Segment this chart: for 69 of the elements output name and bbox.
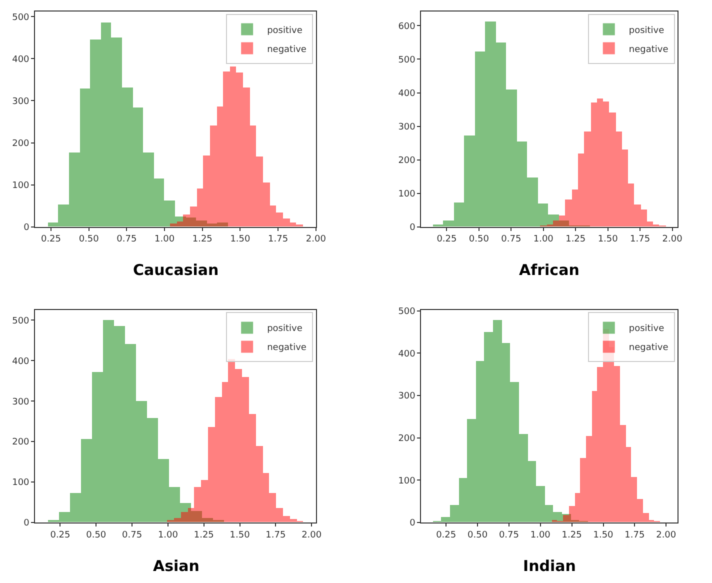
text: Asian: [153, 557, 200, 575]
y-tick-label: 300: [12, 96, 30, 107]
x-tick-label: 1.50: [598, 234, 618, 245]
y-tick-label: 500: [12, 12, 30, 23]
y-tick-label: 0: [410, 518, 416, 529]
y-tick-label: 400: [12, 54, 30, 65]
legend-label: negative: [628, 44, 669, 55]
x-tick-label: 1.75: [630, 234, 650, 245]
legend-label: positive: [267, 26, 303, 36]
x-tick-label: 0.50: [78, 234, 100, 245]
y-tick-label: 300: [398, 392, 416, 402]
x-tick-label: 0.50: [468, 234, 490, 245]
x-tick-label: 0.75: [122, 530, 142, 540]
legend-label: negative: [628, 343, 669, 354]
x-tick-label: 1.25: [562, 530, 582, 540]
y-tick-label: 600: [398, 22, 416, 32]
legend-label: positive: [628, 26, 665, 36]
y-tick-label: 100: [12, 180, 30, 191]
x-tick-label: 1.00: [158, 530, 178, 540]
y-tick-label: 300: [398, 122, 416, 132]
x-tick-label: 2.00: [656, 530, 676, 540]
y-tick-label: 500: [12, 316, 30, 326]
y-tick-label: 0: [24, 518, 30, 529]
y-tick-label: 300: [12, 397, 30, 408]
x-tick-label: 0.25: [436, 530, 456, 540]
y-tick-label: 500: [398, 55, 416, 66]
x-tick-label: 2.00: [302, 530, 322, 540]
y-tick-label: 400: [398, 88, 416, 99]
x-tick-label: 1.75: [266, 530, 286, 540]
y-tick-label: 200: [12, 438, 30, 448]
text: Indian: [523, 557, 576, 575]
x-tick-label: 1.00: [533, 234, 554, 245]
text: African: [519, 261, 580, 279]
x-tick-label: 1.25: [192, 234, 212, 245]
y-tick-label: 0: [24, 223, 30, 234]
x-tick-label: 0.25: [50, 530, 70, 540]
y-tick-label: 100: [12, 478, 30, 488]
y-tick-label: 200: [12, 138, 30, 149]
x-tick-label: 0.75: [498, 530, 519, 540]
x-tick-label: 0.75: [501, 234, 522, 245]
x-tick-label: 2.00: [662, 234, 683, 245]
x-tick-label: 1.25: [194, 530, 214, 540]
x-tick-label: 1.00: [154, 234, 175, 245]
y-tick-label: 400: [398, 349, 416, 360]
x-tick-label: 0.25: [436, 234, 457, 245]
x-tick-label: 1.50: [230, 234, 250, 245]
text: Caucasian: [133, 261, 219, 279]
y-tick-label: 0: [410, 223, 416, 234]
y-tick-label: 400: [12, 356, 30, 367]
legend-label: negative: [267, 44, 307, 55]
x-tick-label: 1.50: [593, 530, 614, 540]
x-tick-label: 0.50: [468, 530, 488, 540]
x-tick-label: 1.50: [230, 530, 250, 540]
x-tick-label: 0.50: [86, 530, 106, 540]
x-tick-label: 2.00: [306, 234, 326, 245]
x-tick-label: 1.75: [268, 234, 288, 245]
y-tick-label: 100: [398, 476, 416, 486]
x-tick-label: 1.75: [624, 530, 645, 540]
y-tick-label: 200: [398, 156, 416, 166]
y-tick-label: 500: [398, 307, 416, 318]
x-tick-label: 1.00: [530, 530, 551, 540]
legend-label: positive: [628, 324, 665, 334]
legend-label: positive: [267, 324, 303, 334]
x-tick-label: 1.25: [566, 234, 586, 245]
y-tick-label: 100: [398, 189, 416, 200]
y-tick-label: 200: [398, 434, 416, 444]
x-tick-label: 0.75: [116, 234, 137, 245]
legend-label: negative: [267, 343, 307, 354]
x-tick-label: 0.25: [40, 234, 62, 245]
